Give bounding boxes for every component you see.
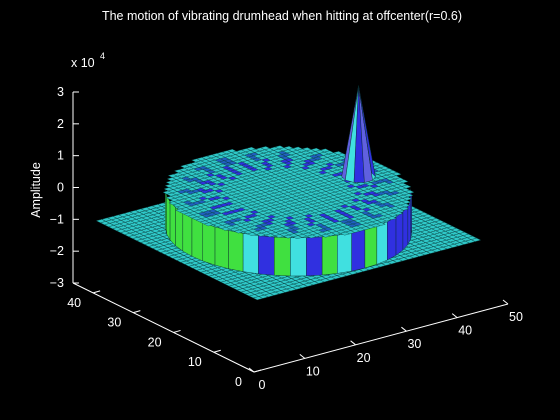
wall-panel [191, 217, 203, 262]
wall-panel [290, 237, 307, 277]
drum-wall [165, 188, 412, 277]
x-tick-mark [502, 299, 509, 305]
x-tick-mark [401, 326, 407, 332]
wall-panel [169, 201, 176, 247]
z-axis-label: Amplitude [29, 162, 43, 218]
wall-panel [182, 212, 193, 257]
wall-panel [402, 205, 409, 251]
x-tick-label: 30 [407, 337, 421, 351]
impact-peak [341, 85, 376, 183]
z-tick-label: 1 [57, 149, 64, 163]
mesh-cell [333, 151, 344, 155]
mesh-cell [283, 146, 294, 150]
wall-panel [351, 229, 366, 272]
wall-panel [376, 221, 388, 265]
mesh-cell [246, 146, 257, 151]
z-tick-label: −1 [50, 212, 64, 226]
wall-panel [202, 222, 216, 266]
y-tick-mark [213, 349, 221, 353]
y-tick-mark [253, 369, 262, 373]
x-tick-label: 10 [306, 364, 320, 378]
y-tick-label: 20 [148, 335, 162, 349]
z-tick-label: 2 [57, 117, 64, 131]
wall-panel [166, 195, 171, 241]
tick-marks [73, 91, 509, 373]
z-exponent-label: x 10 [71, 56, 95, 70]
y-tick-label: 30 [107, 316, 121, 330]
y-tick-label: 40 [67, 296, 81, 310]
drumhead-surface [95, 85, 482, 301]
y-axis-line [72, 282, 255, 373]
x-tick-label: 50 [509, 310, 523, 324]
z-tick-label: −2 [50, 244, 64, 258]
x-tick-mark [451, 313, 458, 318]
x-tick-label: 40 [458, 324, 472, 338]
mesh-cell [226, 149, 237, 153]
wall-panel [175, 207, 184, 252]
wall-panel [228, 230, 244, 272]
y-tick-mark [92, 290, 101, 294]
wall-panel [364, 225, 378, 269]
drum-disk [162, 85, 415, 277]
x-tick-mark [248, 367, 255, 373]
mesh-cell [301, 147, 312, 152]
wall-panel [214, 226, 229, 269]
z-exponent-power: 4 [100, 51, 105, 61]
mesh-cell [319, 148, 331, 153]
x-tick-label: 0 [259, 378, 266, 392]
wall-panel [306, 236, 323, 277]
wall-panel [274, 236, 291, 277]
x-tick-mark [299, 354, 306, 359]
z-exponent-base: x 10 [71, 56, 95, 70]
z-tick-label: −3 [50, 276, 64, 290]
mesh-cell [310, 147, 321, 152]
wall-panel [337, 232, 352, 274]
wall-panel [258, 235, 275, 276]
y-tick-mark [173, 329, 181, 333]
peak-facet [358, 85, 376, 178]
x-tick-label: 20 [357, 351, 371, 365]
z-tick-label: 3 [57, 85, 64, 99]
mesh-cell [274, 145, 285, 150]
chart-title: The motion of vibrating drumhead when hi… [102, 9, 462, 23]
mesh-cell [260, 146, 271, 150]
x-axis-line [253, 303, 509, 373]
y-tick-mark [133, 310, 141, 314]
wall-panel [321, 234, 338, 276]
y-tick-label: 0 [235, 375, 242, 389]
mesh-cell [292, 146, 303, 151]
x-tick-mark [350, 340, 356, 346]
wall-panel [387, 216, 397, 261]
wall-panel [242, 233, 259, 275]
z-tick-label: 0 [57, 181, 64, 195]
y-tick-label: 10 [188, 355, 202, 369]
wall-panel [395, 211, 404, 256]
